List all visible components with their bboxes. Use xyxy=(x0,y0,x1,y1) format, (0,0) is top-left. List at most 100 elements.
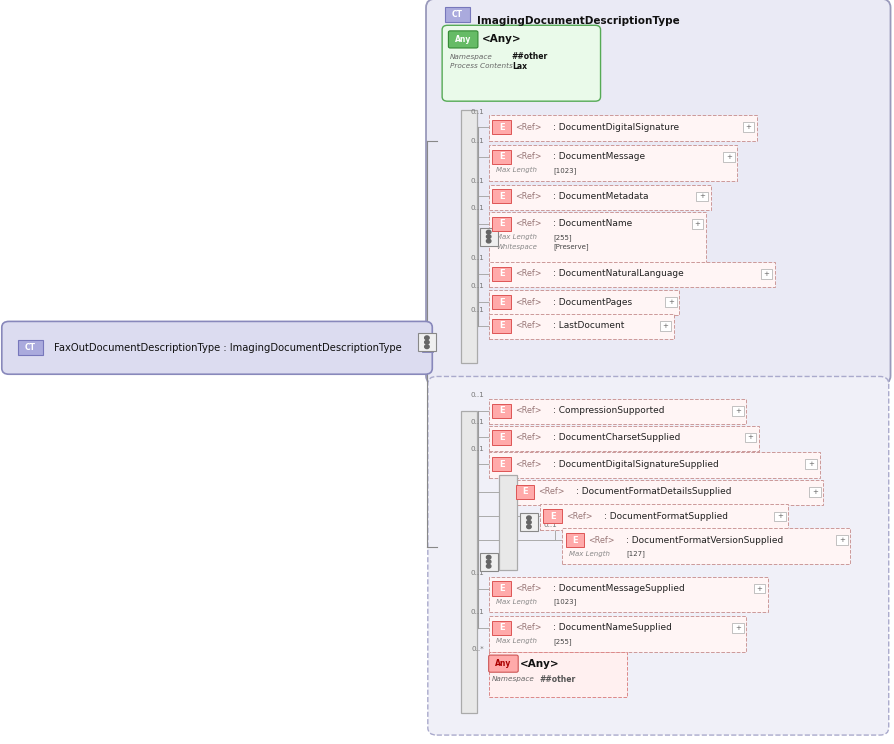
Text: +: + xyxy=(667,299,673,305)
Bar xyxy=(488,262,774,287)
Circle shape xyxy=(424,345,429,348)
Bar xyxy=(460,110,477,363)
Bar xyxy=(492,457,510,472)
Bar xyxy=(488,652,627,697)
Text: 0..1: 0..1 xyxy=(470,392,484,398)
Bar xyxy=(753,584,764,594)
Text: 0..*: 0..* xyxy=(471,646,484,652)
Bar xyxy=(488,577,767,612)
Text: Max Length: Max Length xyxy=(569,551,610,557)
Text: <Ref>: <Ref> xyxy=(514,123,541,132)
Bar xyxy=(492,190,510,203)
Text: : DocumentFormatDetailsSupplied: : DocumentFormatDetailsSupplied xyxy=(576,487,731,496)
Text: +: + xyxy=(811,489,817,495)
Bar xyxy=(722,153,734,162)
Text: Lax: Lax xyxy=(511,62,527,71)
Text: <Ref>: <Ref> xyxy=(514,433,541,442)
Text: 0..1: 0..1 xyxy=(470,283,484,289)
Bar xyxy=(488,212,705,263)
Text: +: + xyxy=(734,408,740,414)
Text: E: E xyxy=(498,584,504,593)
Text: <Ref>: <Ref> xyxy=(514,269,541,278)
Bar xyxy=(417,333,435,351)
Bar xyxy=(659,321,670,331)
Text: : DocumentMetadata: : DocumentMetadata xyxy=(552,192,648,201)
Text: 0..1: 0..1 xyxy=(470,419,484,425)
Text: : DocumentName: : DocumentName xyxy=(552,219,632,228)
Text: E: E xyxy=(571,536,578,545)
Text: : DocumentFormatSupplied: : DocumentFormatSupplied xyxy=(603,512,728,521)
FancyBboxPatch shape xyxy=(488,655,518,673)
Text: <Ref>: <Ref> xyxy=(537,487,564,496)
Text: 0..1: 0..1 xyxy=(470,138,484,144)
Text: [127]: [127] xyxy=(626,550,645,557)
Text: CT: CT xyxy=(451,10,462,19)
Text: E: E xyxy=(498,219,504,228)
Text: 0..1: 0..1 xyxy=(470,255,484,261)
Text: <Ref>: <Ref> xyxy=(587,536,614,545)
Bar xyxy=(488,145,737,181)
Circle shape xyxy=(486,559,490,564)
Text: +: + xyxy=(776,513,782,519)
Bar xyxy=(565,533,584,548)
Text: Max Length: Max Length xyxy=(495,234,536,240)
Circle shape xyxy=(486,235,490,239)
Text: : CompressionSupported: : CompressionSupported xyxy=(552,406,664,415)
Circle shape xyxy=(486,555,490,559)
Bar xyxy=(511,480,822,505)
Bar xyxy=(499,475,517,570)
Text: [255]: [255] xyxy=(552,638,571,645)
Text: <Ref>: <Ref> xyxy=(514,153,541,161)
Text: Any: Any xyxy=(454,35,471,44)
Bar xyxy=(664,297,676,307)
Text: Max Length: Max Length xyxy=(495,167,536,173)
Text: ##other: ##other xyxy=(539,675,576,684)
Bar xyxy=(519,513,537,531)
Text: E: E xyxy=(498,269,504,278)
Bar xyxy=(422,344,433,353)
Text: +: + xyxy=(698,193,704,199)
Text: ImagingDocumentDescriptionType: ImagingDocumentDescriptionType xyxy=(477,16,679,26)
Bar xyxy=(492,404,510,418)
Text: : DocumentNameSupplied: : DocumentNameSupplied xyxy=(552,623,671,632)
Text: <Ref>: <Ref> xyxy=(514,584,541,593)
Bar xyxy=(731,623,743,632)
Text: [1023]: [1023] xyxy=(552,598,576,606)
Bar xyxy=(488,616,746,652)
Bar xyxy=(742,122,754,132)
Bar xyxy=(744,433,755,442)
Text: <Ref>: <Ref> xyxy=(514,219,541,228)
Text: <Ref>: <Ref> xyxy=(514,321,541,330)
Bar xyxy=(488,314,673,339)
Circle shape xyxy=(527,516,531,519)
Text: 0..1: 0..1 xyxy=(470,205,484,211)
Text: +: + xyxy=(807,461,814,467)
Text: E: E xyxy=(498,433,504,442)
Text: +: + xyxy=(755,586,762,591)
Circle shape xyxy=(527,521,531,524)
Text: [Preserve]: [Preserve] xyxy=(552,243,588,251)
Text: 0..1: 0..1 xyxy=(470,609,484,615)
Text: +: + xyxy=(694,221,700,227)
Circle shape xyxy=(527,525,531,528)
Text: 0..1: 0..1 xyxy=(544,522,557,527)
Text: : DocumentPages: : DocumentPages xyxy=(552,298,631,307)
Text: Process Contents: Process Contents xyxy=(450,63,512,69)
Text: +: + xyxy=(734,625,740,631)
Text: 0..1: 0..1 xyxy=(470,446,484,452)
Bar xyxy=(18,341,43,356)
Text: 0..1: 0..1 xyxy=(470,109,484,115)
Bar xyxy=(492,295,510,310)
Text: <Any>: <Any> xyxy=(481,34,520,45)
Bar xyxy=(835,536,847,545)
Text: <Ref>: <Ref> xyxy=(565,512,592,521)
Circle shape xyxy=(486,231,490,234)
Text: [1023]: [1023] xyxy=(552,167,576,174)
Text: Max Length: Max Length xyxy=(495,638,536,644)
Bar xyxy=(444,7,469,22)
Text: +: + xyxy=(763,271,769,277)
Text: E: E xyxy=(498,192,504,201)
Text: 0..1: 0..1 xyxy=(470,307,484,313)
Text: E: E xyxy=(498,623,504,632)
Text: : DocumentMessage: : DocumentMessage xyxy=(552,153,645,161)
